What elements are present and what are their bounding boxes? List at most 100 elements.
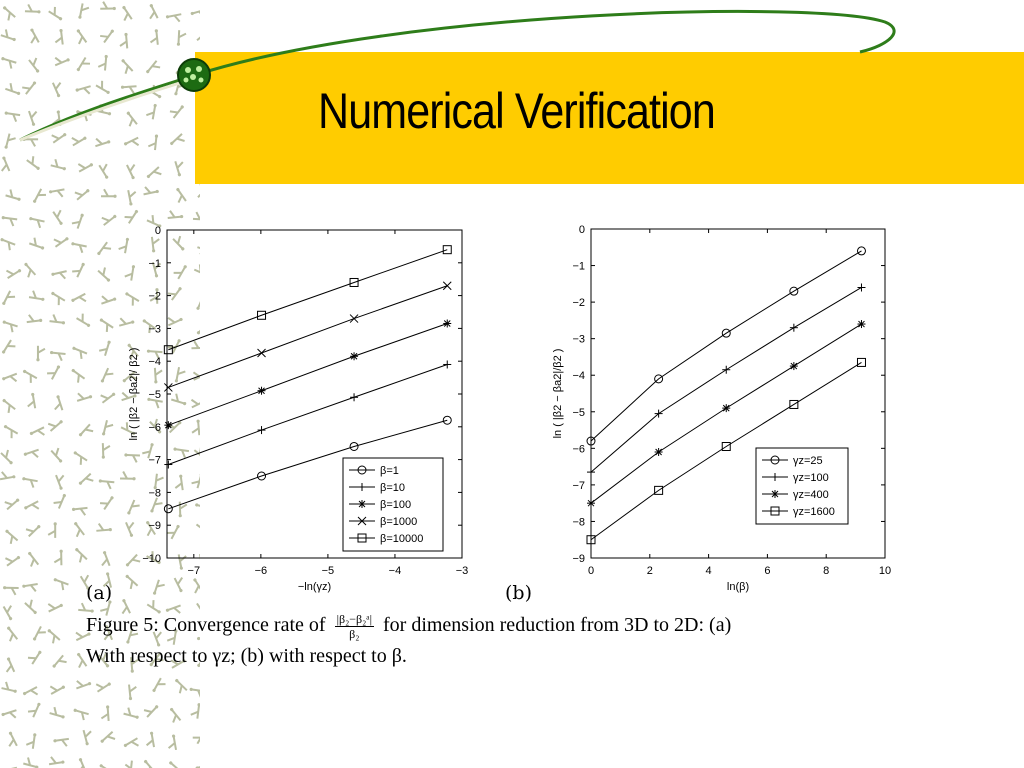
y-tick-label: −4 (148, 356, 161, 368)
y-tick-label: −6 (148, 422, 161, 434)
plot-frame (590, 228, 886, 559)
data-point (587, 468, 595, 477)
legend-entry: β=10000 (349, 533, 423, 545)
data-point (722, 404, 731, 413)
legend-entry: γz=100 (762, 472, 829, 484)
y-tick-label: −1 (148, 258, 161, 270)
x-tick-label: 10 (879, 565, 891, 577)
series-star (164, 319, 452, 430)
legend-entry: β=100 (349, 499, 411, 511)
y-tick-label: −1 (572, 261, 585, 273)
y-tick-label: −2 (148, 291, 161, 303)
chart-a-svg: −7 −6 −5 −4 −3 0 −1 −2 −3 −4 −5 −6 −7 −8 −9 −10 −ln(γz) l… (128, 225, 469, 593)
svg-text:β=10: β=10 (380, 482, 405, 494)
y-tick-label: 0 (579, 224, 585, 236)
legend-entry: β=1000 (349, 516, 417, 528)
y-tick-label: −3 (148, 323, 161, 335)
data-point (349, 441, 359, 451)
svg-text:β=1: β=1 (380, 465, 399, 477)
data-point (442, 281, 452, 291)
x-tick-label: 0 (588, 565, 594, 577)
y-tick-label: −7 (572, 480, 585, 492)
series-line (168, 285, 448, 388)
y-tick-label: −5 (148, 389, 161, 401)
x-tick-label: −7 (188, 565, 201, 577)
series-x (163, 281, 452, 392)
chart-b-svg: 0 2 4 6 8 10 0 −1 −2 −3 −4 −5 −6 −7 −8 −9 ln(β) ln ( |β2 … (552, 224, 891, 593)
x-tick-label: 8 (823, 565, 829, 577)
data-point (257, 310, 267, 320)
data-point (442, 245, 452, 255)
data-point (654, 485, 664, 495)
data-point (586, 535, 596, 545)
data-point (443, 319, 452, 328)
x-tick-label: 6 (764, 565, 770, 577)
panel-label-a: (a) (86, 582, 113, 604)
x-tick-label: −4 (389, 565, 402, 577)
data-point (257, 426, 266, 435)
x-tick-label: 2 (647, 565, 653, 577)
data-point (789, 399, 799, 409)
y-tick-label: −2 (572, 297, 585, 309)
svg-text:γz=400: γz=400 (793, 489, 829, 501)
svg-text:β=1000: β=1000 (380, 516, 417, 528)
data-point (721, 328, 731, 338)
series-line (168, 323, 448, 426)
data-point (856, 357, 866, 367)
svg-text:β=10000: β=10000 (380, 533, 423, 545)
data-point (257, 471, 267, 481)
chart-panel-b: 0 2 4 6 8 10 0 −1 −2 −3 −4 −5 −6 −7 −8 −9 ln(β) ln ( |β2 … (540, 218, 900, 603)
figure-caption: Figure 5: Convergence rate of |β₂−β₂ᵃ| β₂… (86, 610, 946, 672)
y-tick-label: −7 (148, 455, 161, 467)
legend-entry: γz=1600 (762, 506, 835, 518)
caption-part1: Figure 5: Convergence rate of (86, 614, 326, 636)
y-tick-label: −4 (572, 370, 585, 382)
caption-frac-num: |β₂−β₂ᵃ| (334, 611, 374, 627)
data-point (789, 323, 798, 332)
data-point (857, 320, 866, 329)
data-point (163, 383, 173, 392)
legend-entry: β=1 (349, 465, 399, 477)
series-star (587, 320, 866, 508)
x-tick-label: −6 (255, 565, 268, 577)
y-tick-label: −5 (572, 407, 585, 419)
data-point (442, 415, 452, 425)
y-axis-label: ln ( |β2 − βa2|/β2 ) (552, 349, 564, 439)
x-axis-label: −ln(γz) (298, 581, 331, 593)
caption-fraction: |β₂−β₂ᵃ| β₂ (334, 611, 374, 641)
series-circle (163, 415, 452, 514)
data-point (722, 365, 731, 374)
series-line (590, 362, 862, 541)
data-point (789, 362, 798, 371)
caption-frac-den: β₂ (349, 626, 360, 641)
slide-title: Numerical Verification (318, 83, 716, 139)
series-square (586, 357, 866, 545)
series-plus (587, 283, 866, 477)
y-tick-label: −10 (142, 553, 161, 565)
svg-text:γz=100: γz=100 (793, 472, 829, 484)
data-point (587, 499, 595, 508)
series-line (590, 250, 862, 442)
y-tick-label: −8 (148, 487, 161, 499)
legend-entry: γz=25 (762, 455, 823, 467)
data-point (654, 447, 663, 456)
data-point (257, 386, 266, 395)
svg-text:γz=25: γz=25 (793, 455, 823, 467)
panel-label-b: (b) (505, 582, 532, 604)
data-point (586, 436, 596, 446)
y-axis-label: ln ( |β2 − βa2|/ β2 ) (128, 348, 140, 441)
data-point (164, 460, 173, 469)
data-point (443, 360, 452, 369)
x-tick-label: −3 (456, 565, 469, 577)
data-point (654, 409, 663, 418)
y-tick-label: 0 (155, 225, 161, 237)
data-point (857, 283, 866, 292)
series-plus (164, 360, 452, 469)
data-point (721, 442, 731, 452)
data-point (349, 314, 359, 323)
series-line (168, 249, 448, 351)
x-axis-label: ln(β) (727, 581, 749, 593)
series-circle (586, 246, 866, 446)
svg-text:β=100: β=100 (380, 499, 411, 511)
x-tick-label: 4 (706, 565, 712, 577)
